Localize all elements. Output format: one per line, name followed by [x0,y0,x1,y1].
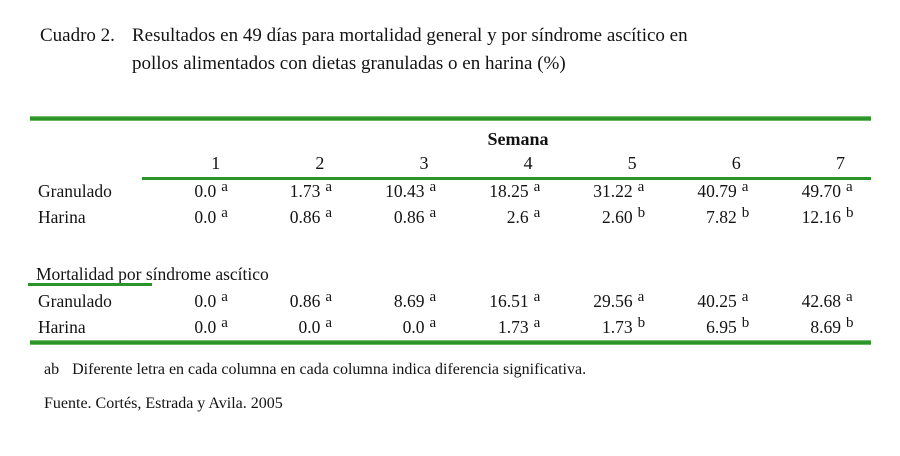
semana-group-header: Semana [487,129,549,149]
table-cell: 12.16 b [767,204,871,230]
table-cell: 40.25 a [663,288,767,314]
mortality-table: Semana 1 2 3 4 5 6 7 Granulado 0.0 a 1.73… [28,121,871,340]
table-caption: Cuadro 2. Resultados en 49 días para mor… [40,22,688,78]
significance-letter: b [846,204,854,221]
table-caption-text: Resultados en 49 días para mortalidad ge… [132,22,688,78]
significance-letter: a [533,288,541,305]
table-row: Harina 0.0 a 0.0 a 0.0 a 1.73 a 1.73 b 6.95 b … [30,314,871,340]
caption-line-2: pollos alimentados con dietas granuladas… [132,53,566,74]
section-heading: Mortalidad por síndrome ascítico [36,263,269,284]
caption-line-1: Resultados en 49 días para mortalidad ge… [132,25,688,46]
section-heading-row: Mortalidad por síndrome ascítico [28,260,871,288]
table-cell: 40.79 a [663,178,767,204]
significance-letter: b [846,314,854,331]
section-spacer [30,230,871,260]
significance-letter: a [221,314,228,331]
table-cell: 2.60 b [559,204,663,230]
table-cell: 2.6 a [454,204,558,230]
table-cell: 29.56 a [559,288,663,314]
table-cell: 49.70 a [767,178,871,204]
significance-letter: a [429,288,437,305]
table-cell: 0.86 a [246,288,350,314]
table-row: Granulado 0.0 a 1.73 a 10.43 a 18.25 a 31.22… [30,178,871,204]
week-column-header-4: 4 [454,151,559,180]
significance-letter: a [221,179,228,196]
row-label: Harina [38,206,86,227]
table-cell: 1.73 a [246,178,350,204]
week-column-header-3: 3 [350,151,455,180]
significance-letter: a [325,314,333,331]
week-column-header-5: 5 [558,151,663,180]
significance-letter: a [429,204,437,221]
week-column-header-6: 6 [662,151,767,180]
significance-letter: a [637,288,645,305]
table-cell: 6.95 b [663,314,767,340]
source-footnote: Fuente. Cortés, Estrada y Avila. 2005 [44,395,283,412]
table-cell: 7.82 b [663,204,767,230]
significance-note: Diferente letra en cada columna en cada … [72,361,587,378]
significance-footnote: ab Diferente letra en cada columna en cad… [44,360,586,380]
table-top-rule [30,116,871,121]
table-cell: 0.0 a [142,314,246,340]
table-cell: 31.22 a [559,178,663,204]
table-cell: 8.69 b [767,314,871,340]
significance-letter: a [429,314,437,331]
significance-letter: a [741,179,749,196]
table-cell: 16.51 a [454,288,558,314]
empty-cell [30,151,142,178]
table-caption-label: Cuadro 2. [40,25,115,46]
week-column-header-2: 2 [246,151,351,180]
significance-letter: a [533,314,541,331]
significance-letter: a [221,288,228,305]
significance-letter: a [741,288,749,305]
table-cell: 0.0 a [246,314,350,340]
significance-letter: b [637,314,646,331]
results-table: Semana 1 2 3 4 5 6 7 Granulado 0.0 a 1.73… [28,116,871,345]
significance-letter: a [846,288,853,305]
table-cell: 42.68 a [767,288,871,314]
significance-letter: b [637,204,646,221]
significance-letter: a [325,288,333,305]
week-column-header-1: 1 [142,151,247,180]
significance-letter: a [637,179,645,196]
footnotes: ab Diferente letra en cada columna en cad… [44,360,586,414]
table-row: Granulado 0.0 a 0.86 a 8.69 a 16.51 a 29.56 a… [30,288,871,314]
table-cell: 0.0 a [350,314,454,340]
row-label: Harina [38,316,86,337]
significance-letter: a [533,204,541,221]
row-label: Granulado [38,290,112,311]
significance-letter: a [533,179,541,196]
significance-letter: a [221,204,228,221]
table-cell: 10.43 a [350,178,454,204]
row-label: Granulado [38,180,112,201]
table-cell: 0.0 a [142,288,246,314]
week-column-header-7: 7 [766,151,871,180]
significance-letter: a [846,179,853,196]
table-cell: 1.73 a [454,314,558,340]
table-cell: 8.69 a [350,288,454,314]
week-header-row: 1 2 3 4 5 6 7 [30,151,871,180]
table-row: Harina 0.0 a 0.86 a 0.86 a 2.6 a 2.60 b 7.82 b… [30,204,871,230]
table-bottom-rule [30,340,871,345]
significance-letter: b [741,204,750,221]
significance-letter: b [741,314,750,331]
group-header-row: Semana [30,121,871,151]
significance-letter: a [429,179,437,196]
table-cell: 0.0 a [142,178,246,204]
table-cell: 0.86 a [246,204,350,230]
section-heading-underline [28,283,152,286]
table-cell: 0.0 a [142,204,246,230]
table-cell: 1.73 b [559,314,663,340]
empty-cell [30,121,142,151]
significance-marker: ab [44,361,60,378]
section-heading-cell: Mortalidad por síndrome ascítico [28,260,871,288]
table-cell: 0.86 a [350,204,454,230]
table-cell: 18.25 a [454,178,558,204]
significance-letter: a [325,179,333,196]
significance-letter: a [325,204,333,221]
